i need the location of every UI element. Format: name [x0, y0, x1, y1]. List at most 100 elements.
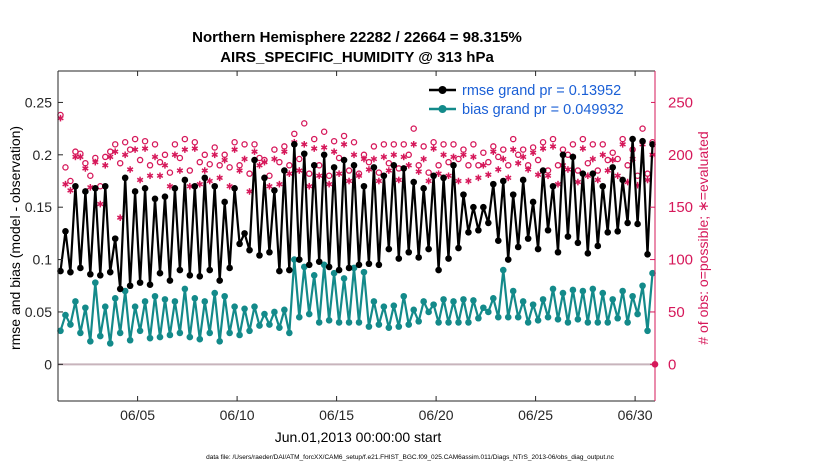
obs-possible-point	[271, 146, 278, 153]
bias-point	[96, 332, 104, 340]
rmse-point	[375, 261, 383, 269]
obs-possible-point	[609, 149, 616, 156]
obs-possible-point	[370, 143, 378, 150]
bias-point	[634, 310, 641, 318]
rmse-point	[126, 282, 134, 290]
rmse-point	[569, 153, 577, 161]
obs-possible-point	[320, 128, 328, 136]
obs-possible-point	[171, 141, 179, 148]
rmse-point	[579, 170, 587, 177]
bias-point	[375, 321, 383, 328]
obs-evaluated-point	[261, 158, 268, 166]
obs-possible-point	[276, 158, 283, 166]
obs-possible-point	[330, 137, 338, 145]
obs-possible-point	[425, 169, 432, 176]
rmse-point	[256, 252, 263, 259]
obs-evaluated-point	[475, 174, 482, 182]
bias-point	[156, 333, 164, 341]
bias-point	[181, 285, 189, 293]
bias-point	[400, 292, 408, 300]
rmse-point	[67, 268, 74, 276]
bias-point	[171, 298, 179, 305]
rmse-point	[281, 167, 288, 174]
rmse-point	[121, 174, 129, 182]
x-tick-label: 06/10	[220, 407, 255, 423]
obs-evaluated-stroke	[455, 178, 462, 184]
obs-evaluated-point	[121, 151, 129, 159]
obs-evaluated-point	[57, 114, 64, 122]
obs-possible-point	[296, 155, 303, 163]
bias-point	[599, 289, 607, 297]
rmse-point	[151, 195, 159, 203]
bias-point	[231, 303, 238, 311]
obs-possible-point	[589, 141, 597, 148]
obs-evaluated-point	[380, 153, 388, 161]
bias-point	[480, 304, 487, 312]
obs-evaluated-point	[370, 155, 378, 163]
bias-point	[236, 331, 243, 339]
bias-point	[579, 287, 587, 295]
obs-possible-point	[604, 156, 611, 164]
obs-evaluated-stroke	[465, 178, 472, 184]
x-tick-label: 06/05	[120, 407, 155, 423]
bias-point	[281, 306, 288, 314]
obs-evaluated-point	[644, 176, 651, 184]
bias-point	[325, 317, 333, 324]
obs-possible-point	[465, 162, 472, 169]
obs-possible-point	[539, 138, 547, 146]
obs-evaluated-stroke	[524, 167, 532, 172]
bias-point	[445, 319, 452, 326]
rmse-point	[266, 248, 273, 256]
obs-possible-point	[470, 141, 477, 148]
obs-evaluated-point	[151, 153, 159, 161]
rmse-point	[584, 249, 592, 257]
obs-evaluated-stroke	[241, 156, 248, 162]
rmse-point	[649, 141, 656, 148]
rmse-point	[365, 260, 373, 268]
bias-point	[519, 298, 527, 305]
obs-evaluated-stroke	[514, 160, 522, 166]
bias-point	[345, 319, 353, 326]
obs-evaluated-point	[306, 182, 313, 190]
bias-point	[485, 308, 492, 316]
bias-point	[92, 279, 99, 286]
rmse-point	[87, 270, 94, 278]
rmse-point	[385, 245, 393, 253]
obs-possible-point	[415, 162, 422, 169]
obs-possible-point	[166, 169, 174, 176]
obs-evaluated-stroke	[425, 178, 432, 184]
bias-point	[305, 310, 313, 318]
obs-evaluated-stroke	[485, 172, 492, 178]
y-axis-label: rmse and bias (model - observation)	[7, 126, 23, 350]
obs-evaluated-point	[141, 145, 149, 152]
bias-point	[241, 305, 248, 313]
obs-evaluated-point	[589, 155, 597, 163]
rmse-point	[599, 182, 607, 190]
obs-evaluated-point	[460, 151, 467, 159]
bias-point	[475, 314, 482, 322]
rmse-point	[261, 174, 268, 182]
bias-point	[251, 303, 258, 311]
obs-possible-point	[186, 167, 194, 174]
rmse-point	[430, 172, 437, 180]
rmse-point	[629, 135, 636, 143]
rmse-point	[286, 266, 293, 274]
obs-evaluated-point	[201, 167, 208, 174]
obs-possible-point	[211, 144, 218, 151]
obs-evaluated-point	[276, 180, 283, 188]
rmse-point	[146, 281, 154, 289]
obs-possible-point	[345, 167, 353, 174]
bias-point	[619, 287, 626, 295]
obs-evaluated-point	[524, 166, 532, 173]
rmse-point	[410, 178, 418, 186]
obs-evaluated-stroke	[251, 149, 258, 154]
bias-point	[420, 298, 427, 305]
rmse-point	[201, 174, 209, 182]
bias-point	[385, 324, 393, 331]
obs-possible-point	[291, 130, 298, 138]
obs-evaluated-stroke	[320, 145, 328, 150]
legend-rmse-label: rmse grand pr = 0.13952	[462, 83, 621, 99]
obs-evaluated-stroke	[534, 172, 542, 178]
obs-possible-point	[440, 141, 447, 148]
